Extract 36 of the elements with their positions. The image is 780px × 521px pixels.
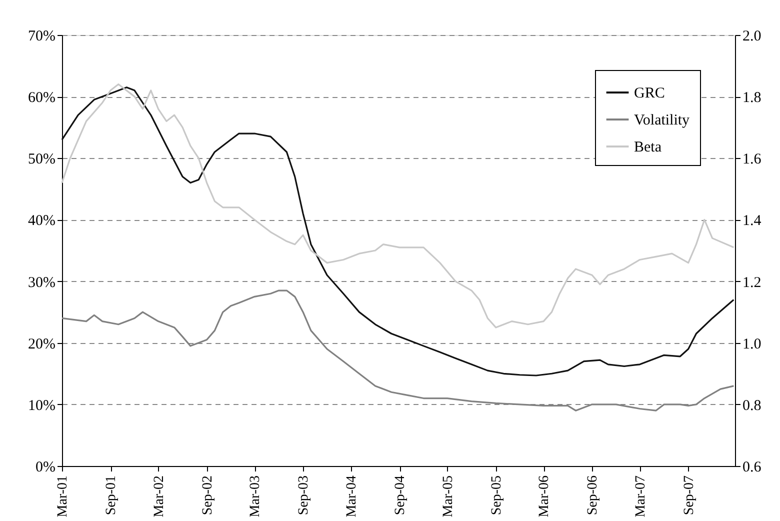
y2-tick-label: 1.6 [742, 152, 762, 168]
y2-tick-label: 1.0 [742, 336, 762, 352]
y-tick-label: 0% [36, 460, 56, 476]
y2-tick-label: 2.0 [742, 28, 762, 44]
y-tick-label: 60% [28, 90, 56, 106]
x-tick-label: Sep-07 [682, 476, 697, 516]
y2-tick-label: 1.8 [742, 90, 762, 106]
line-series [61, 86, 734, 376]
x-tick-label: Mar-04 [344, 476, 360, 518]
legend-label: GRC [634, 86, 665, 102]
legend-label: Volatility [634, 112, 690, 128]
x-tick-label: Sep-02 [200, 476, 216, 516]
x-tick-label: Sep-03 [296, 476, 312, 516]
x-tick-label: Sep-06 [586, 476, 601, 516]
x-tick-label: Mar-01 [56, 476, 70, 518]
y-tick-label: 50% [28, 152, 56, 168]
line-series [61, 290, 734, 412]
x-tick-label: Mar-05 [440, 476, 456, 518]
y2-tick-label: 0.8 [742, 398, 762, 414]
line-series [61, 83, 734, 328]
y-tick-label: 30% [28, 274, 56, 291]
x-tick-label: Mar-03 [248, 476, 264, 518]
legend-label: Beta [634, 140, 662, 156]
x-tick-label: Sep-04 [393, 476, 408, 516]
y2-tick-label: 1.4 [742, 213, 762, 230]
y2-tick-label: 0.6 [742, 460, 762, 476]
y-tick-label: 40% [28, 213, 56, 230]
y-tick-label: 10% [28, 398, 56, 414]
x-tick-label: Sep-01 [104, 476, 120, 516]
x-tick-label: Mar-02 [152, 476, 167, 518]
y-tick-label: 70% [28, 28, 56, 44]
x-tick-label: Mar-07 [633, 476, 648, 518]
x-tick-label: Sep-05 [489, 476, 504, 516]
y2-tick-label: 1.2 [742, 274, 762, 291]
x-tick-label: Mar-06 [537, 476, 552, 518]
y-tick-label: 20% [28, 336, 56, 352]
